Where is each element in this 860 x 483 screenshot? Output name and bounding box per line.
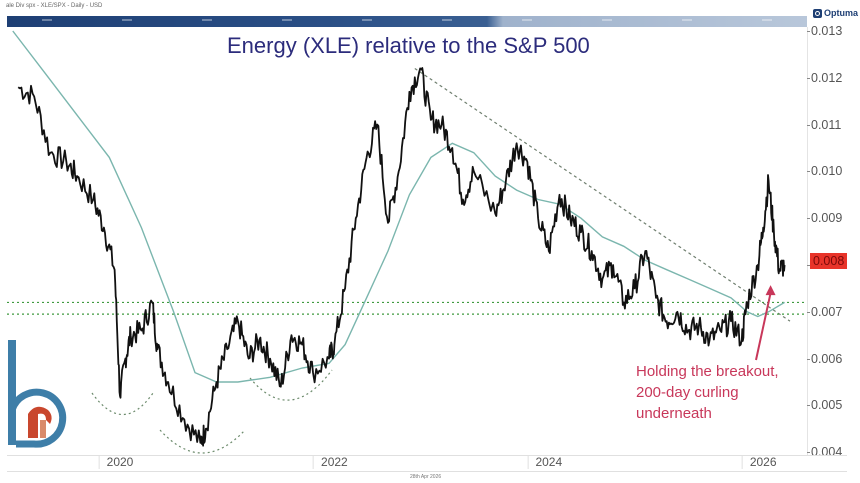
x-tick-label: 2022 [313, 455, 348, 469]
y-axis[interactable]: 0.013 0.012 0.011 0.010 0.009 0.008 0.007 0.006… [806, 24, 860, 459]
annotation-arrow [755, 285, 776, 361]
price-line [17, 67, 786, 447]
y-tick-label: 0.012 [806, 70, 843, 85]
x-tick-label: 2026 [741, 455, 777, 469]
x-axis[interactable]: 2020 2022 2024 2026 [7, 455, 847, 472]
chart-title: Energy (XLE) relative to the S&P 500 [227, 33, 590, 58]
x-tick-label: 2020 [98, 455, 134, 469]
chart-source-label: ale Div spx - XLE/SPX - Daily - USD [6, 3, 103, 9]
rounded-bottom-arc [159, 429, 246, 454]
date-stamp: 28th Apr 2026 [410, 474, 442, 480]
brand-name: Optuma [823, 8, 858, 18]
x-tick-label: 2024 [527, 455, 563, 469]
y-tick-label: 0.011 [806, 117, 842, 132]
timeline-navigator[interactable] [7, 16, 807, 27]
last-price-badge: 0.008 [810, 253, 848, 269]
annotation-text: Holding the breakout, 200-day curling un… [636, 363, 779, 422]
plot-area[interactable] [7, 27, 808, 455]
watermark-logo-icon [8, 340, 67, 448]
moving-average-line [12, 30, 785, 383]
y-tick-label: 0.006 [806, 351, 843, 366]
y-tick-label: 0.010 [806, 164, 843, 179]
y-tick-label: 0.013 [806, 24, 843, 38]
brand-logo: Optuma [812, 8, 858, 18]
y-tick-label: 0.009 [806, 211, 843, 226]
optuma-icon [812, 8, 822, 18]
y-tick-label: 0.005 [806, 398, 843, 413]
rounded-bottom-arc [91, 392, 154, 416]
rounded-bottom-arc [249, 369, 333, 401]
y-tick-label: 0.007 [806, 304, 843, 319]
